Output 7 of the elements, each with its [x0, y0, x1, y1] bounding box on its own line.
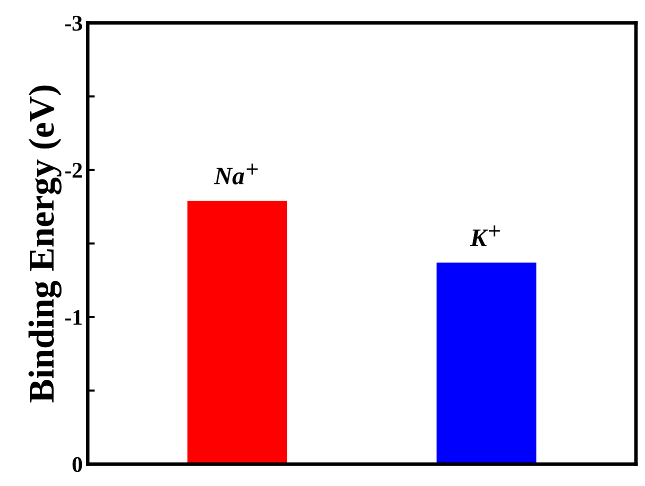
y-tick-label: 0 — [72, 457, 82, 472]
y-tick-label: -2 — [65, 162, 82, 178]
x-tick-label: K$^{+}$ — [470, 225, 500, 246]
y-tick-label: -1 — [65, 310, 82, 325]
x-tick-label: Na$^{+}$ — [214, 164, 258, 184]
y-tick-label: -3 — [65, 16, 82, 31]
y-axis-title: Binding Energy (eV) — [28, 86, 62, 402]
